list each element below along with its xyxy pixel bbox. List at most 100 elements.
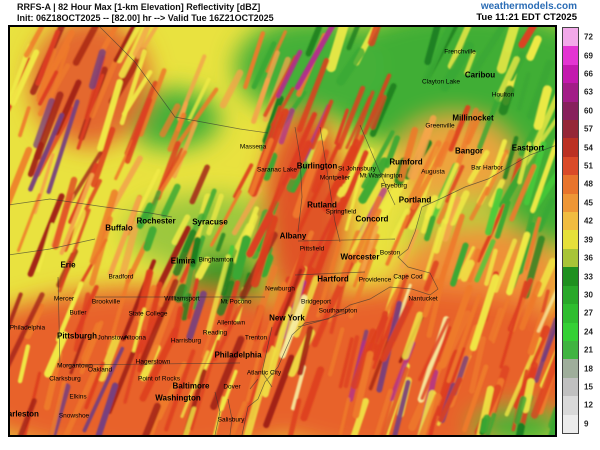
city-label: Harrisburg: [170, 337, 202, 345]
city-label: Clayton Lake: [422, 78, 460, 86]
city-label: Trenton: [244, 334, 268, 342]
city-label: Brookville: [91, 298, 121, 306]
state-borders: [10, 27, 555, 435]
city-label: Washington: [155, 393, 201, 403]
city-label: Rumford: [389, 157, 423, 167]
city-label: Frenchville: [444, 48, 476, 56]
title-line1: RRFS-A | 82 Hour Max [1-km Elevation] Re…: [17, 2, 261, 12]
colorbar-tick-label: 45: [584, 198, 593, 208]
city-label: Johnstown: [97, 334, 129, 342]
city-label: Boston: [379, 249, 401, 257]
colorbar-tick-label: 36: [584, 253, 593, 263]
city-label: Bridgeport: [301, 298, 331, 306]
city-label: New Philadelphia: [9, 324, 46, 332]
city-label: Bradford: [108, 273, 134, 281]
header-bar: RRFS-A | 82 Hour Max [1-km Elevation] Re…: [0, 0, 600, 25]
colorbar-cell: [563, 285, 578, 305]
city-label: Oakland: [87, 366, 113, 374]
colorbar-ticks: 72 69 66 63 60 57 54 51 48 45 42 39 36 33 30 27 24 21 18 15…: [584, 27, 600, 432]
city-label: Altoona: [123, 334, 147, 342]
city-label: Caribou: [464, 70, 496, 80]
colorbar-tick-label: 39: [584, 235, 593, 245]
city-label: Philadelphia: [214, 350, 262, 360]
city-label: Mercer: [53, 295, 75, 303]
city-label: Burlington: [296, 161, 338, 171]
colorbar-tick-label: 57: [584, 124, 593, 134]
city-label: Salisbury: [217, 416, 245, 424]
colorbar-tick-label: 30: [584, 290, 593, 300]
city-label: Buffalo: [105, 223, 133, 233]
colorbar-cell: [563, 377, 578, 397]
city-layer: Frenchville Caribou Clayton Lake Houlton Mil…: [10, 27, 555, 435]
city-label: Williamsport: [164, 295, 200, 303]
colorbar-tick-label: 66: [584, 69, 593, 79]
city-label: Erie: [60, 260, 76, 270]
colorbar-cell: [563, 340, 578, 360]
city-label: Concord: [355, 214, 389, 224]
colorbar-cell: [563, 46, 578, 65]
colorbar-tick-label: 69: [584, 51, 593, 61]
colorbar-cell: [563, 138, 578, 157]
radar-map: Frenchville Caribou Clayton Lake Houlton Mil…: [8, 25, 557, 437]
city-label: Elkins: [69, 393, 87, 401]
city-label: Charleston: [8, 409, 39, 419]
colorbar-tick-label: 63: [584, 87, 593, 97]
colorbar-tick-label: 54: [584, 143, 593, 153]
model-title: RRFS-A | 82 Hour Max [1-km Elevation] Re…: [17, 2, 274, 23]
city-label: Eastport: [511, 143, 545, 153]
city-label: Syracuse: [192, 217, 228, 227]
brand-link[interactable]: weathermodels.com: [480, 1, 577, 12]
colorbar-cells: [562, 27, 579, 434]
colorbar-cell: [563, 193, 578, 213]
city-label: Southampton: [318, 307, 358, 315]
city-label: Hartford: [317, 274, 349, 284]
city-label: Mt Pocono: [220, 298, 252, 306]
radar-streaks: [10, 27, 555, 435]
city-label: Worcester: [340, 252, 380, 262]
colorbar-tick-label: 72: [584, 32, 593, 42]
colorbar-cell: [563, 101, 578, 121]
city-label: Elmira: [170, 256, 196, 266]
city-label: Nantucket: [408, 295, 438, 303]
colorbar-tick-label: 12: [584, 400, 593, 410]
city-label: Fryeburg: [380, 182, 408, 190]
city-label: Albany: [279, 231, 307, 241]
city-label: Baltimore: [172, 381, 210, 391]
city-label: Massena: [239, 143, 267, 151]
city-label: Newburgh: [265, 285, 295, 293]
colorbar-cell: [563, 248, 578, 268]
city-label: Augusta: [421, 168, 445, 176]
city-label: Pittsfield: [299, 245, 325, 253]
colorbar-cell: [563, 28, 578, 47]
city-label: Springfield: [325, 208, 357, 216]
city-label: Binghamton: [198, 256, 234, 264]
city-label: Snowshoe: [58, 412, 90, 420]
colorbar-tick-label: 27: [584, 308, 593, 318]
city-label: Cape Cod: [393, 273, 423, 281]
city-label: Providence: [358, 276, 392, 284]
colorbar-cell: [563, 120, 578, 139]
colorbar-tick-label: 60: [584, 106, 593, 116]
colorbar: 72 69 66 63 60 57 54 51 48 45 42 39 36 33 30 27 24 21 18 15…: [562, 27, 600, 434]
colorbar-tick-label: 48: [584, 179, 593, 189]
city-label: Portland: [398, 195, 432, 205]
colorbar-cell: [563, 322, 578, 341]
colorbar-cell: [563, 230, 578, 249]
city-label: Butler: [69, 309, 87, 317]
colorbar-tick-label: 9: [584, 419, 589, 429]
header-right: weathermodels.com Tue 11:21 EDT CT2025: [476, 1, 577, 23]
city-label: Clarksburg: [49, 375, 81, 383]
city-label: Pittsburgh: [57, 331, 97, 341]
colorbar-tick-label: 33: [584, 272, 593, 282]
city-label: Morgantown: [57, 362, 93, 370]
city-label: Greenville: [425, 122, 455, 130]
colorbar-tick-label: 18: [584, 364, 593, 374]
colorbar-tick-label: 15: [584, 382, 593, 392]
city-label: Millinocket: [452, 113, 494, 123]
city-label: Saranac Lake: [256, 166, 298, 174]
colorbar-cell: [563, 175, 578, 194]
colorbar-cell: [563, 304, 578, 323]
colorbar-cell: [563, 359, 578, 378]
colorbar-tick-label: 21: [584, 345, 593, 355]
